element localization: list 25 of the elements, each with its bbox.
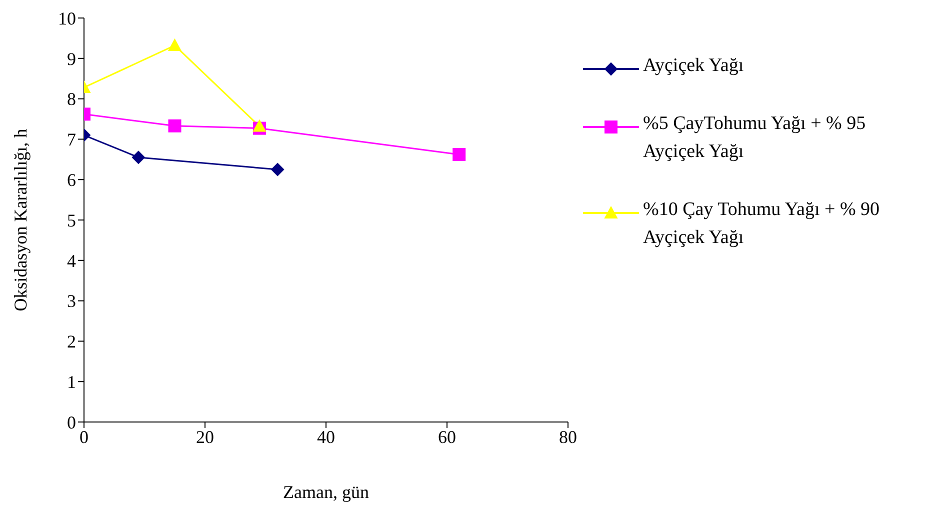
- y-tick-label: 9: [67, 48, 76, 69]
- y-tick-label: 10: [58, 8, 76, 28]
- point: [252, 120, 266, 132]
- x-tick-label: 20: [196, 426, 214, 447]
- x-tick-label: 0: [80, 426, 88, 447]
- point: [168, 119, 182, 132]
- legend-label: %10 Çay Tohumu Yağı + % 90 Ayçiçek Yağı: [643, 198, 881, 250]
- y-tick-label: 0: [67, 412, 76, 432]
- legend-label: %5 ÇayTohumu Yağı + % 95 Ayçiçek Yağı: [643, 112, 867, 164]
- y-tick-label: 2: [67, 332, 76, 352]
- x-tick-label: 60: [438, 426, 456, 447]
- y-tick-label: 4: [67, 250, 76, 271]
- y-axis-title: Oksidasyon Kararlılığı, h: [10, 128, 30, 312]
- x-tick-label: 80: [559, 426, 577, 447]
- y-tick-label: 8: [67, 89, 76, 110]
- x-tick-label: 40: [317, 426, 335, 447]
- y-tick-label: 3: [67, 291, 76, 312]
- x-axis-title: Zaman, gün: [283, 482, 369, 502]
- y-tick-label: 1: [67, 372, 76, 392]
- y-tick-label: 5: [67, 210, 76, 230]
- point: [168, 38, 182, 51]
- y-tick-label: 6: [67, 170, 76, 190]
- y-tick-label: 7: [67, 130, 76, 150]
- legend-label: Ayçiçek Yağı: [643, 54, 744, 78]
- point: [271, 163, 284, 176]
